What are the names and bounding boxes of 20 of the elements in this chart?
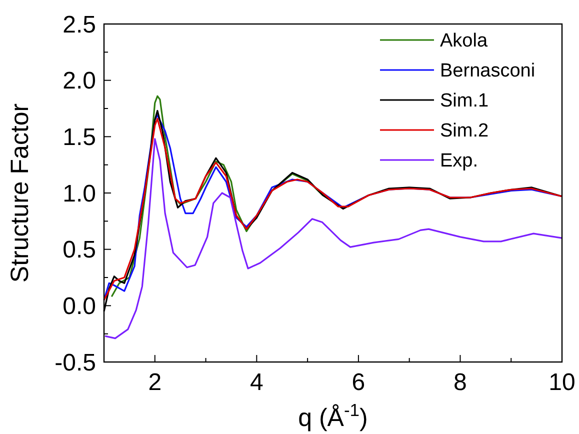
legend-label: Sim.2: [440, 120, 489, 142]
x-tick-label: 4: [250, 369, 264, 396]
y-tick-label: 0.0: [62, 293, 96, 320]
y-tick-label: -0.5: [54, 349, 96, 376]
x-tick-label: 6: [352, 369, 366, 396]
x-tick-label: 2: [148, 369, 162, 396]
legend-label: Akola: [440, 30, 488, 52]
y-axis-title: Structure Factor: [6, 103, 34, 283]
line-series: [104, 138, 563, 340]
x-axis-title: q (Å$^{-1}$): [298, 400, 368, 432]
legend-label: Sim.1: [440, 90, 489, 112]
x-tick-label: 10: [548, 369, 576, 396]
x-tick-label: 8: [454, 369, 467, 396]
y-tick-label: 1.5: [62, 124, 96, 152]
y-tick-label: 2.0: [62, 68, 96, 95]
y-tick-label: 1.0: [62, 180, 96, 208]
legend-label: Bernasconi: [440, 60, 536, 82]
legend-label: Exp.: [440, 150, 478, 172]
y-tick-label: 0.5: [62, 236, 96, 264]
y-tick-label: 2.5: [62, 11, 96, 38]
